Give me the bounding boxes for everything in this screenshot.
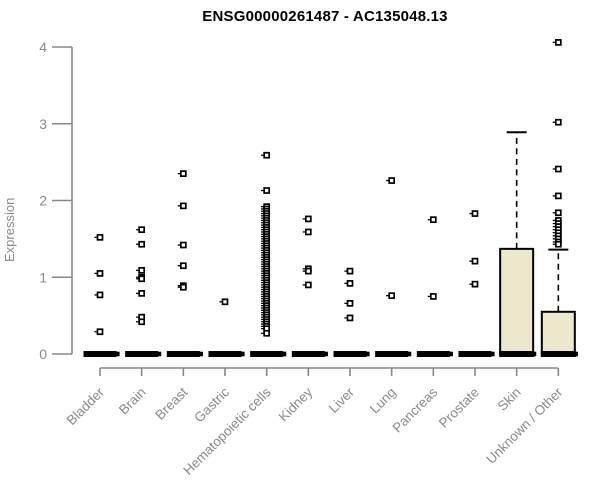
outlier-point [221, 298, 229, 306]
y-tick-label: 3 [39, 116, 47, 132]
outlier-point [429, 293, 437, 300]
collapsed-box [83, 351, 117, 357]
chart-title: ENSG00000261487 - AC135048.13 [202, 8, 448, 25]
outlier-point [471, 257, 479, 265]
x-tick-label: Gastric [191, 384, 232, 425]
collapsed-box [291, 351, 325, 357]
outlier-point [138, 290, 146, 297]
zero-point-marker [448, 351, 453, 357]
x-tick-label: Brain [116, 385, 149, 418]
outlier-point [179, 241, 187, 249]
outlier-point [388, 177, 396, 184]
x-tick-label: Liver [326, 384, 358, 416]
box-body [540, 310, 576, 356]
outlier-point [304, 228, 312, 236]
collapsed-box [333, 351, 367, 357]
x-tick-label: Pancreas [390, 384, 441, 435]
outlier-point [304, 281, 312, 289]
outlier-point [554, 118, 562, 126]
outlier-point [388, 292, 396, 300]
zero-point-marker [198, 351, 203, 357]
outlier-point [138, 240, 146, 248]
outlier-point [138, 226, 146, 234]
outlier-point [96, 328, 104, 336]
outlier-point [471, 280, 479, 288]
zero-point-marker [156, 351, 162, 357]
box-body [499, 247, 535, 355]
outlier-point [554, 39, 562, 46]
outlier-point [179, 202, 187, 210]
outlier-point [554, 240, 562, 248]
x-tick-label: Skin [495, 385, 524, 414]
zero-point-marker [573, 351, 578, 357]
x-tick-label: Prostate [436, 385, 482, 431]
zero-point-marker [239, 351, 245, 357]
outlier-point [96, 291, 104, 299]
x-tick-label: Kidney [276, 384, 316, 424]
x-tick-label: Bladder [64, 384, 108, 428]
outlier-point [138, 266, 146, 274]
y-tick-label: 2 [39, 193, 47, 209]
outlier-point [554, 165, 562, 173]
collapsed-box [166, 351, 200, 357]
outlier-point [346, 280, 354, 287]
outlier-point [96, 270, 104, 277]
collapsed-box [250, 351, 284, 357]
outlier-point [179, 283, 187, 291]
outlier-point [138, 318, 146, 326]
y-tick-label: 0 [39, 346, 47, 362]
outlier-point [263, 329, 271, 337]
outlier-point [304, 267, 312, 275]
outlier-point [346, 299, 354, 307]
outlier-point [429, 216, 437, 224]
zero-point-marker [406, 351, 412, 357]
y-tick-label: 1 [39, 269, 47, 285]
outlier-point [471, 210, 479, 217]
zero-point-marker [281, 351, 287, 357]
x-tick-label: Lung [367, 385, 399, 417]
outlier-point [179, 170, 187, 177]
outlier-point [138, 275, 146, 283]
outlier-point [554, 209, 562, 217]
zero-point-marker [489, 351, 495, 357]
x-tick-label: Unknown / Other [483, 384, 566, 467]
median-line [499, 351, 535, 357]
collapsed-box [375, 351, 409, 357]
zero-point-marker [115, 351, 120, 357]
collapsed-box [208, 351, 242, 357]
collapsed-box [416, 351, 450, 357]
zero-point-marker [364, 351, 370, 357]
zero-point-marker [323, 351, 328, 357]
outlier-point [304, 215, 312, 223]
collapsed-box [125, 351, 159, 357]
outlier-point [179, 262, 187, 270]
zero-point-marker [531, 351, 537, 357]
outlier-point [346, 267, 354, 275]
y-tick-label: 4 [39, 39, 47, 55]
outlier-point [263, 151, 271, 159]
outlier-point [96, 233, 104, 241]
collapsed-box [458, 351, 492, 357]
x-tick-label: Breast [152, 384, 190, 422]
outlier-point [554, 192, 562, 200]
outlier-point [346, 314, 354, 322]
outlier-point [263, 187, 271, 194]
median-line [540, 351, 576, 357]
